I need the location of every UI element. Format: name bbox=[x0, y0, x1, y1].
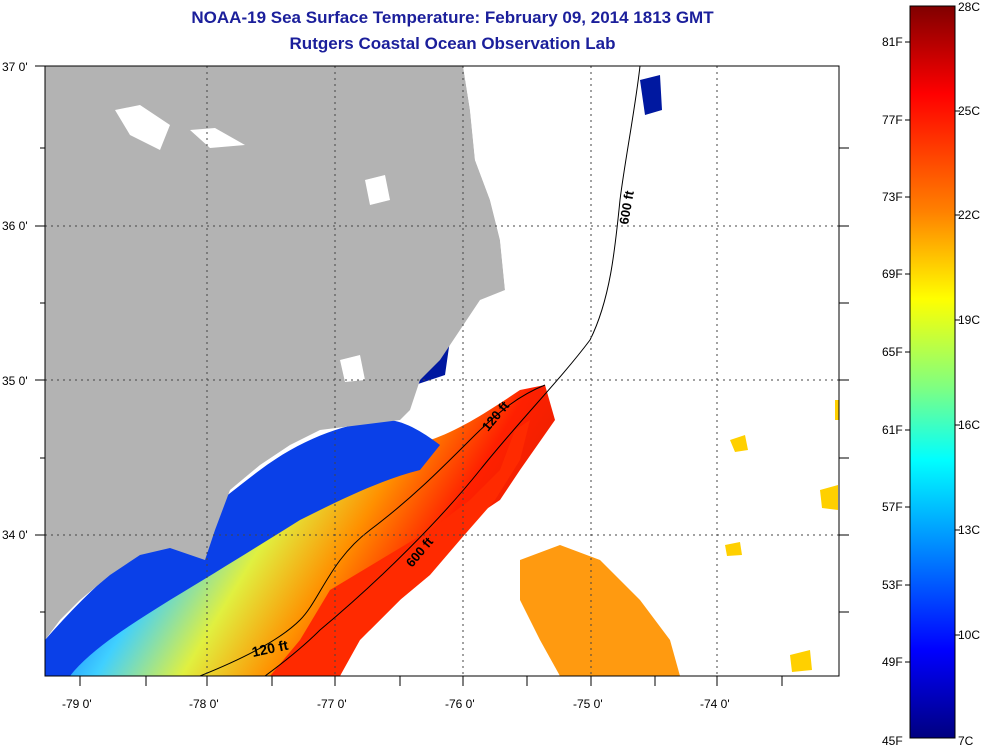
lon-label: -77 0' bbox=[317, 697, 347, 711]
colorbar-label-c: 22C bbox=[958, 208, 981, 222]
contour-label: 600 ft bbox=[616, 189, 637, 226]
lon-label: -74 0' bbox=[700, 697, 730, 711]
contour-120ft bbox=[199, 384, 546, 676]
lon-label: -75 0' bbox=[573, 697, 603, 711]
colorbar-label-f: 81F bbox=[882, 35, 903, 49]
map-subtitle: Rutgers Coastal Ocean Observation Lab bbox=[289, 34, 616, 53]
contour-label: 120 ft bbox=[250, 637, 289, 660]
colorbar-label-c: 10C bbox=[958, 628, 981, 642]
colorbar bbox=[909, 5, 956, 739]
lon-label: -79 0' bbox=[62, 697, 92, 711]
colorbar-label-c: 25C bbox=[958, 104, 981, 118]
lat-label: 36 0' bbox=[2, 219, 28, 233]
colorbar-label-f: 73F bbox=[882, 190, 903, 204]
colorbar-label-c: 13C bbox=[958, 523, 981, 537]
graticule bbox=[45, 66, 839, 676]
colorbar-label-f: 49F bbox=[882, 655, 903, 669]
colorbar-label-c: 7C bbox=[958, 734, 974, 748]
colorbar-label-f: 77F bbox=[882, 113, 903, 127]
lat-label: 35 0' bbox=[2, 374, 28, 388]
colorbar-label-f: 53F bbox=[882, 578, 903, 592]
colorbar-ticks bbox=[905, 41, 960, 663]
lat-label: 37 0' bbox=[2, 60, 28, 74]
outer-banks bbox=[463, 66, 640, 395]
land-north-carolina bbox=[45, 66, 505, 640]
map-title: NOAA-19 Sea Surface Temperature: Februar… bbox=[191, 8, 714, 27]
contour-600ft bbox=[264, 66, 641, 676]
lat-label: 34 0' bbox=[2, 528, 28, 542]
axis-ticks bbox=[35, 65, 849, 686]
colorbar-label-c: 28C bbox=[958, 0, 981, 14]
colorbar-label-f: 65F bbox=[882, 345, 903, 359]
sst-offshore-patch bbox=[520, 545, 680, 676]
lake-features bbox=[115, 105, 390, 382]
colorbar-label-f: 45F bbox=[882, 734, 903, 748]
colorbar-label-f: 61F bbox=[882, 423, 903, 437]
sst-cold-coastal bbox=[45, 419, 440, 676]
map-frame bbox=[44, 65, 840, 677]
colorbar-label-c: 16C bbox=[958, 418, 981, 432]
colorbar-label-f: 57F bbox=[882, 500, 903, 514]
lon-label: -76 0' bbox=[445, 697, 475, 711]
lon-label: -78 0' bbox=[189, 697, 219, 711]
colorbar-label-c: 19C bbox=[958, 313, 981, 327]
colorbar-label-f: 69F bbox=[882, 267, 903, 281]
